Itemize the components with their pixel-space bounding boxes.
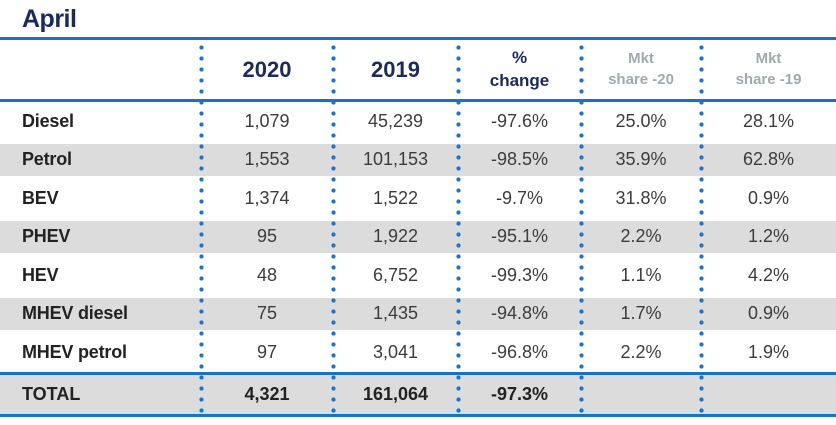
row-label: MHEV petrol xyxy=(22,341,127,362)
total-top-rule xyxy=(0,371,836,375)
header-pct-change: % change xyxy=(489,48,550,90)
value-mkt-share-19: 1.9% xyxy=(747,341,790,362)
value-2019: 161,064 xyxy=(362,383,429,404)
table-row-diesel: Diesel 1,079 45,239 -97.6% 25.0% 28.1% xyxy=(0,102,836,141)
value-mkt-share-20: 25.0% xyxy=(615,110,667,131)
row-label: HEV xyxy=(22,264,59,285)
value-2019: 1,922 xyxy=(372,226,419,247)
value-pct-change: -97.3% xyxy=(490,383,549,404)
value-2020: 48 xyxy=(256,264,278,285)
value-pct-change: -9.7% xyxy=(495,187,544,208)
page-title: April xyxy=(22,5,77,33)
value-mkt-share-19: 28.1% xyxy=(742,110,795,131)
value-2020: 1,079 xyxy=(244,110,290,131)
value-2020: 75 xyxy=(256,303,278,324)
value-mkt-share-19: 4.2% xyxy=(747,264,790,285)
row-label: BEV xyxy=(22,187,59,208)
value-mkt-share-20: 35.9% xyxy=(615,149,667,170)
value-pct-change: -94.8% xyxy=(490,303,549,324)
header-mkt-share-19: Mkt share -19 xyxy=(735,50,802,88)
value-2019: 6,752 xyxy=(372,264,419,285)
bottom-rule xyxy=(0,413,836,417)
table-row-phev: PHEV 95 1,922 -95.1% 2.2% 1.2% xyxy=(0,217,836,256)
value-2020: 97 xyxy=(256,341,278,362)
value-2020: 95 xyxy=(256,226,278,247)
value-mkt-share-19: 0.9% xyxy=(747,187,790,208)
value-2020: 1,553 xyxy=(244,149,290,170)
row-label: Diesel xyxy=(22,110,74,131)
value-mkt-share-20: 2.2% xyxy=(620,226,662,247)
value-pct-change: -99.3% xyxy=(490,264,549,285)
value-mkt-share-20: 31.8% xyxy=(615,187,667,208)
value-2020: 4,321 xyxy=(244,383,290,404)
header-2020: 2020 xyxy=(242,56,292,82)
table-row-hev: HEV 48 6,752 -99.3% 1.1% 4.2% xyxy=(0,256,836,295)
value-pct-change: -98.5% xyxy=(490,149,549,170)
value-2019: 1,435 xyxy=(372,303,419,324)
value-pct-change: -95.1% xyxy=(490,226,549,247)
table-row-petrol: Petrol 1,553 101,153 -98.5% 35.9% 62.8% xyxy=(0,140,836,179)
value-2019: 101,153 xyxy=(362,149,429,170)
header-2019: 2019 xyxy=(371,56,420,82)
row-label: TOTAL xyxy=(22,383,81,404)
value-2020: 1,374 xyxy=(244,187,290,208)
value-pct-change: -97.6% xyxy=(490,110,549,131)
table-row-mhev-diesel: MHEV diesel 75 1,435 -94.8% 1.7% 0.9% xyxy=(0,294,836,333)
row-label: MHEV diesel xyxy=(22,303,128,324)
table-row-bev: BEV 1,374 1,522 -9.7% 31.8% 0.9% xyxy=(0,179,836,218)
value-mkt-share-19: 62.8% xyxy=(742,149,795,170)
row-label: PHEV xyxy=(22,226,71,247)
value-mkt-share-20: 1.1% xyxy=(620,264,662,285)
value-pct-change: -96.8% xyxy=(490,341,549,362)
header-mkt-share-20: Mkt share -20 xyxy=(608,50,674,88)
header-rule xyxy=(0,99,836,102)
value-mkt-share-20: 1.7% xyxy=(620,303,662,324)
table-row-mhev-petrol: MHEV petrol 97 3,041 -96.8% 2.2% 1.9% xyxy=(0,333,836,372)
value-2019: 1,522 xyxy=(372,187,419,208)
value-2019: 45,239 xyxy=(367,110,424,131)
row-label: Petrol xyxy=(22,149,72,170)
table-row-total: TOTAL 4,321 161,064 -97.3% xyxy=(0,374,836,414)
value-mkt-share-19: 1.2% xyxy=(747,226,790,247)
top-rule xyxy=(0,37,836,40)
data-table: 2020 2019 % change Mkt share -20 Mkt sha… xyxy=(0,37,836,417)
value-mkt-share-20: 2.2% xyxy=(620,341,662,362)
value-mkt-share-19: 0.9% xyxy=(747,303,790,324)
table-header-row: 2020 2019 % change Mkt share -20 Mkt sha… xyxy=(0,40,836,99)
value-2019: 3,041 xyxy=(372,341,419,362)
